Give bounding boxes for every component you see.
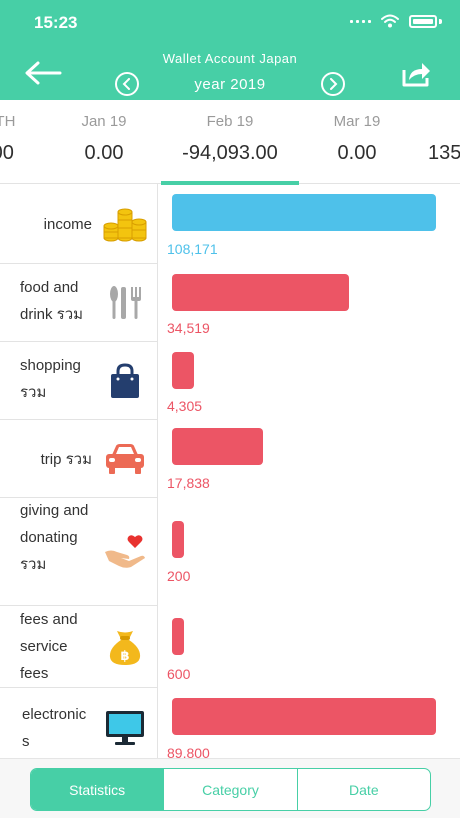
month-total: 135: [428, 142, 460, 164]
category-label-cell: fees and service fees ฿: [0, 606, 157, 688]
category-label-cell: trip รวม: [0, 420, 157, 498]
category-value: 200: [167, 568, 191, 584]
category-name: trip รวม: [40, 450, 92, 468]
category-name: giving and donating รวม: [20, 502, 89, 573]
fork-knife-icon: [102, 280, 148, 326]
status-time: 15:23: [34, 13, 78, 32]
hand-heart-icon: [102, 529, 148, 575]
share-icon[interactable]: [400, 58, 432, 88]
year-label: year 2019: [194, 75, 266, 93]
category-bar: [172, 618, 184, 655]
category-value: 4,305: [167, 398, 203, 414]
next-year-button[interactable]: [321, 72, 345, 96]
previous-year-button[interactable]: [115, 72, 139, 96]
signal-icon: [350, 19, 371, 23]
month-strip: NTH .00 Jan 19 0.00 Feb 19 -94,093.00 Ma…: [0, 100, 460, 185]
chevron-right-icon: [330, 78, 338, 90]
category-row-fees[interactable]: fees and service fees ฿ 600: [0, 606, 460, 688]
category-name: food and drink รวม: [20, 279, 84, 323]
category-name: fees and service fees: [20, 611, 78, 682]
column-divider: [157, 184, 158, 758]
top-bar: 15:23 Wallet Account Japan year 2019: [0, 0, 460, 100]
tab-date[interactable]: Date: [349, 781, 379, 798]
category-value: 89,800: [167, 745, 210, 758]
status-icons: [350, 14, 442, 28]
category-row-shopping[interactable]: shopping รวม 4,305: [0, 342, 460, 420]
category-bar: [172, 194, 436, 231]
month-name: NTH: [0, 113, 16, 130]
category-label-cell: giving and donating รวม: [0, 498, 157, 606]
category-row-electronics[interactable]: electronics 89,800: [0, 688, 460, 758]
category-list: income 108,171 food and drink รวม: [0, 184, 460, 758]
svg-text:฿: ฿: [120, 649, 129, 664]
monitor-icon: [102, 704, 148, 750]
category-label-cell: income: [0, 184, 157, 264]
bottom-tab-bar: Statistics Category Date: [0, 758, 460, 818]
category-label-cell: electronics: [0, 688, 157, 758]
category-bar: [172, 352, 194, 389]
year-selector: year 2019: [0, 72, 460, 96]
category-bar: [172, 274, 349, 311]
battery-icon: [409, 14, 437, 28]
tab-category[interactable]: Category: [164, 769, 298, 810]
car-icon: [102, 436, 148, 482]
tab-statistics[interactable]: Statistics: [31, 769, 165, 810]
category-bar: [172, 698, 436, 735]
month-total: 0.00: [337, 142, 377, 164]
category-row-food[interactable]: food and drink รวม 34,519: [0, 264, 460, 342]
category-label-cell: food and drink รวม: [0, 264, 157, 342]
month-item[interactable]: Mar 19 0.00: [288, 100, 426, 184]
category-value: 34,519: [167, 320, 210, 336]
wifi-icon: [381, 14, 399, 28]
category-name: income: [43, 215, 92, 233]
category-value: 600: [167, 666, 191, 682]
month-name: Feb 19: [206, 113, 254, 130]
battery-cap: [439, 18, 442, 24]
month-item[interactable]: NTH .00: [0, 100, 69, 184]
chevron-left-icon: [122, 78, 130, 90]
month-item[interactable]: Jan 19 0.00: [35, 100, 173, 184]
month-total: 0.00: [84, 142, 124, 164]
selected-month-indicator: [161, 181, 299, 185]
category-row-giving[interactable]: giving and donating รวม 200: [0, 498, 460, 606]
category-value: 108,171: [167, 241, 218, 257]
account-title: Wallet Account Japan: [162, 51, 298, 66]
category-name: shopping รวม: [20, 357, 81, 401]
month-total: .00: [0, 142, 14, 164]
month-item-selected[interactable]: Feb 19 -94,093.00: [161, 100, 299, 185]
back-arrow-icon[interactable]: [24, 60, 62, 86]
shopping-bag-icon: [102, 358, 148, 404]
coins-icon: [102, 201, 148, 247]
segmented-control: Statistics Category Date: [30, 768, 431, 811]
month-total: -94,093.00: [182, 142, 278, 164]
month-item[interactable]: 135: [428, 100, 460, 184]
category-value: 17,838: [167, 475, 210, 491]
category-row-income[interactable]: income 108,171: [0, 184, 460, 264]
category-row-trip[interactable]: trip รวม 17,838: [0, 420, 460, 498]
category-name: electronics: [22, 706, 87, 750]
category-bar: [172, 521, 184, 558]
category-bar: [172, 428, 263, 465]
month-name: Jan 19: [81, 113, 127, 130]
category-label-cell: shopping รวม: [0, 342, 157, 420]
money-bag-icon: ฿: [102, 625, 148, 671]
month-name: Mar 19: [333, 113, 381, 130]
